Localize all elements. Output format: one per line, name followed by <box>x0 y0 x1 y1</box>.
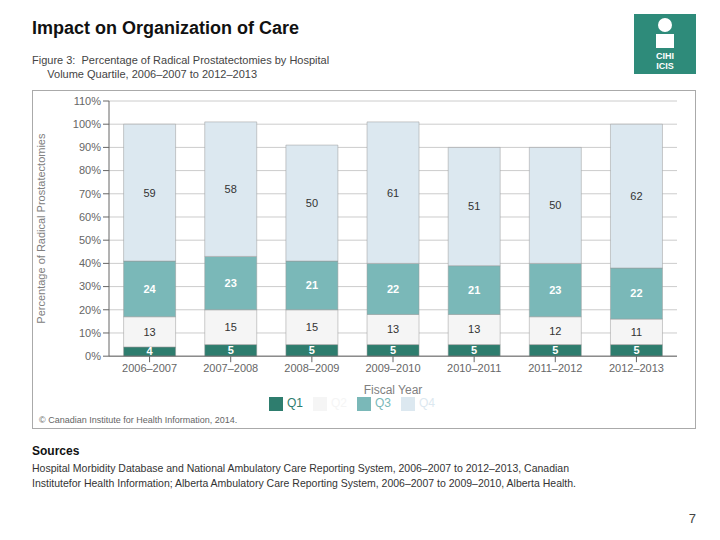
svg-text:20%: 20% <box>79 304 101 316</box>
html-text:Figure 3: Percentage of Radica: Figure 3: Percentage of Radical Prostate… <box>32 54 330 66</box>
html-text:Institutefor Health Informatio: Institutefor Health Information; Alberta… <box>32 477 576 489</box>
html-text:© Canadian Institute for Healt: © Canadian Institute for Health Informat… <box>39 415 238 425</box>
svg-text:13: 13 <box>387 323 399 335</box>
svg-text:13: 13 <box>468 323 480 335</box>
svg-text:62: 62 <box>630 190 642 202</box>
html-text:Impact on Organization of Care: Impact on Organization of Care <box>32 18 299 38</box>
svg-text:5: 5 <box>633 344 639 356</box>
svg-text:5: 5 <box>552 344 558 356</box>
svg-text:12: 12 <box>549 325 561 337</box>
svg-text:22: 22 <box>387 283 399 295</box>
svg-text:5: 5 <box>471 344 477 356</box>
svg-text:2011–2012: 2011–2012 <box>528 362 582 374</box>
html-text:Q4: Q4 <box>419 396 435 411</box>
svg-text:2007–2008: 2007–2008 <box>203 362 258 374</box>
svg-text:Fiscal Year: Fiscal Year <box>364 383 423 397</box>
svg-text:5: 5 <box>390 344 396 356</box>
svg-text:70%: 70% <box>79 188 101 200</box>
html-text:Hospital Morbidity Database an: Hospital Morbidity Database and National… <box>32 462 569 474</box>
svg-text:30%: 30% <box>79 280 101 292</box>
svg-text:58: 58 <box>225 183 237 195</box>
svg-text:110%: 110% <box>74 95 102 107</box>
svg-text:22: 22 <box>630 287 642 299</box>
html-text:Q2: Q2 <box>331 396 347 411</box>
svg-text:90%: 90% <box>79 141 101 153</box>
svg-text:50: 50 <box>306 197 318 209</box>
svg-text:24: 24 <box>143 283 156 295</box>
svg-text:60%: 60% <box>79 211 101 223</box>
svg-text:0%: 0% <box>85 350 101 362</box>
svg-text:2012–2013: 2012–2013 <box>609 362 664 374</box>
html-text:CIHI: CIHI <box>656 51 674 61</box>
html-text:Sources: Sources <box>32 444 80 458</box>
html-text:ICIS: ICIS <box>656 61 674 71</box>
svg-text:59: 59 <box>143 187 155 199</box>
svg-text:50%: 50% <box>79 234 101 246</box>
svg-text:51: 51 <box>468 200 480 212</box>
svg-text:2009–2010: 2009–2010 <box>365 362 420 374</box>
svg-text:2006–2007: 2006–2007 <box>122 362 177 374</box>
svg-text:2010–2011: 2010–2011 <box>447 362 501 374</box>
svg-text:80%: 80% <box>79 164 101 176</box>
html-text:Q3: Q3 <box>375 396 391 411</box>
svg-text:4: 4 <box>147 345 154 357</box>
html-text:7: 7 <box>688 511 696 526</box>
svg-text:50: 50 <box>549 199 561 211</box>
svg-text:11: 11 <box>631 326 642 338</box>
html-text:Volume Quartile, 2006–2007 to: Volume Quartile, 2006–2007 to 2012–2013 <box>32 68 258 80</box>
svg-text:13: 13 <box>143 326 155 338</box>
svg-text:23: 23 <box>549 284 561 296</box>
svg-text:15: 15 <box>225 321 237 333</box>
svg-text:40%: 40% <box>79 257 101 269</box>
svg-text:Percentage of Radical Prostate: Percentage of Radical Prostatectomies <box>35 133 47 324</box>
svg-text:61: 61 <box>387 187 399 199</box>
svg-text:23: 23 <box>225 277 237 289</box>
svg-text:5: 5 <box>309 344 315 356</box>
svg-text:2008–2009: 2008–2009 <box>284 362 339 374</box>
svg-text:15: 15 <box>306 321 318 333</box>
svg-text:100%: 100% <box>73 118 101 130</box>
svg-text:5: 5 <box>228 344 234 356</box>
html-text:Q1: Q1 <box>287 396 303 411</box>
svg-text:21: 21 <box>468 284 480 296</box>
svg-text:21: 21 <box>306 279 318 291</box>
svg-text:10%: 10% <box>79 327 101 339</box>
